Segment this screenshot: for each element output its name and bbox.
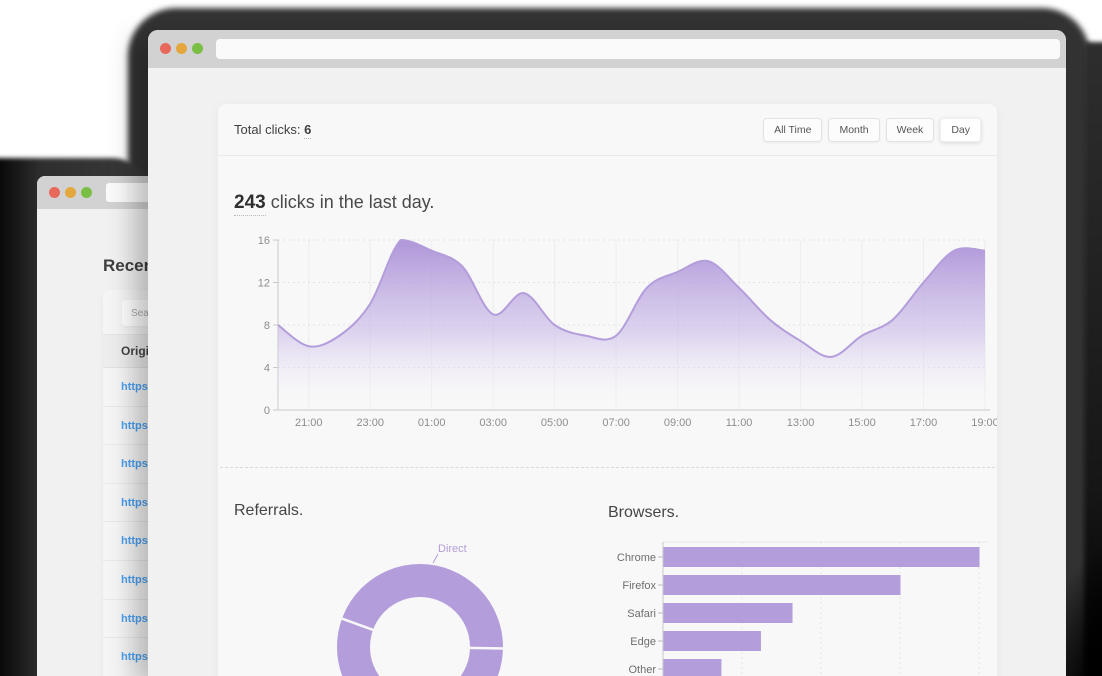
- front-url-bar[interactable]: [216, 39, 1060, 59]
- zoom-button-icon[interactable]: [81, 187, 92, 198]
- svg-text:12: 12: [258, 278, 270, 290]
- svg-text:19:00: 19:00: [971, 417, 997, 429]
- svg-text:Firefox: Firefox: [622, 580, 656, 592]
- total-clicks-value: 6: [304, 122, 312, 139]
- browsers-section-title: Browsers.: [608, 504, 680, 521]
- filter-all-time-button[interactable]: All Time: [763, 117, 823, 142]
- clicks-count: 243: [234, 192, 266, 216]
- back-traffic-lights: [49, 187, 92, 198]
- svg-text:16: 16: [258, 235, 270, 247]
- svg-text:21:00: 21:00: [295, 417, 323, 429]
- total-clicks-stat: Total clicks: 6: [234, 122, 312, 139]
- svg-text:4: 4: [264, 363, 270, 375]
- filter-week-button[interactable]: Week: [885, 117, 935, 142]
- svg-text:Edge: Edge: [630, 636, 656, 648]
- close-button-icon[interactable]: [160, 43, 171, 54]
- referrals-section-title: Referrals.: [234, 502, 304, 519]
- filter-month-button[interactable]: Month: [828, 117, 880, 142]
- svg-text:8: 8: [264, 320, 270, 332]
- section-divider: [220, 467, 995, 468]
- front-traffic-lights: [160, 43, 203, 54]
- svg-text:07:00: 07:00: [602, 417, 630, 429]
- svg-text:03:00: 03:00: [479, 417, 507, 429]
- front-browser-window: Total clicks: 6 All Time Month Week Day …: [148, 30, 1066, 676]
- filter-day-button[interactable]: Day: [940, 117, 981, 142]
- analytics-card: Total clicks: 6 All Time Month Week Day …: [218, 104, 997, 676]
- svg-text:17:00: 17:00: [910, 417, 938, 429]
- svg-text:23:00: 23:00: [356, 417, 384, 429]
- right-edge-shadow: [1084, 42, 1102, 676]
- browsers-bar-chart: Chrome Firefox Safari Edge Other: [617, 541, 988, 676]
- svg-text:Safari: Safari: [627, 608, 656, 620]
- svg-text:Chrome: Chrome: [617, 552, 656, 564]
- svg-text:05:00: 05:00: [541, 417, 569, 429]
- time-filter-group: All Time Month Week Day: [763, 117, 981, 142]
- stats-card-header: Total clicks: 6 All Time Month Week Day: [218, 104, 997, 156]
- referrals-donut-chart: Direct: [337, 543, 506, 676]
- svg-text:11:00: 11:00: [726, 417, 753, 429]
- zoom-button-icon[interactable]: [192, 43, 203, 54]
- svg-text:Other: Other: [628, 664, 656, 676]
- minimize-button-icon[interactable]: [176, 43, 187, 54]
- clicks-area-chart: 21:00 23:00 01:00 03:00 05:00 07:00 09:00 11:00…: [258, 235, 997, 429]
- minimize-button-icon[interactable]: [65, 187, 76, 198]
- svg-text:09:00: 09:00: [664, 417, 692, 429]
- svg-text:0: 0: [264, 405, 270, 417]
- total-clicks-label: Total clicks:: [234, 122, 301, 137]
- front-titlebar: [148, 30, 1066, 68]
- close-button-icon[interactable]: [49, 187, 60, 198]
- svg-text:Direct: Direct: [438, 543, 467, 555]
- svg-text:13:00: 13:00: [787, 417, 815, 429]
- clicks-headline: 243 clicks in the last day.: [234, 192, 435, 216]
- svg-text:01:00: 01:00: [418, 417, 446, 429]
- svg-text:15:00: 15:00: [848, 417, 876, 429]
- clicks-headline-text: clicks in the last day.: [265, 192, 435, 212]
